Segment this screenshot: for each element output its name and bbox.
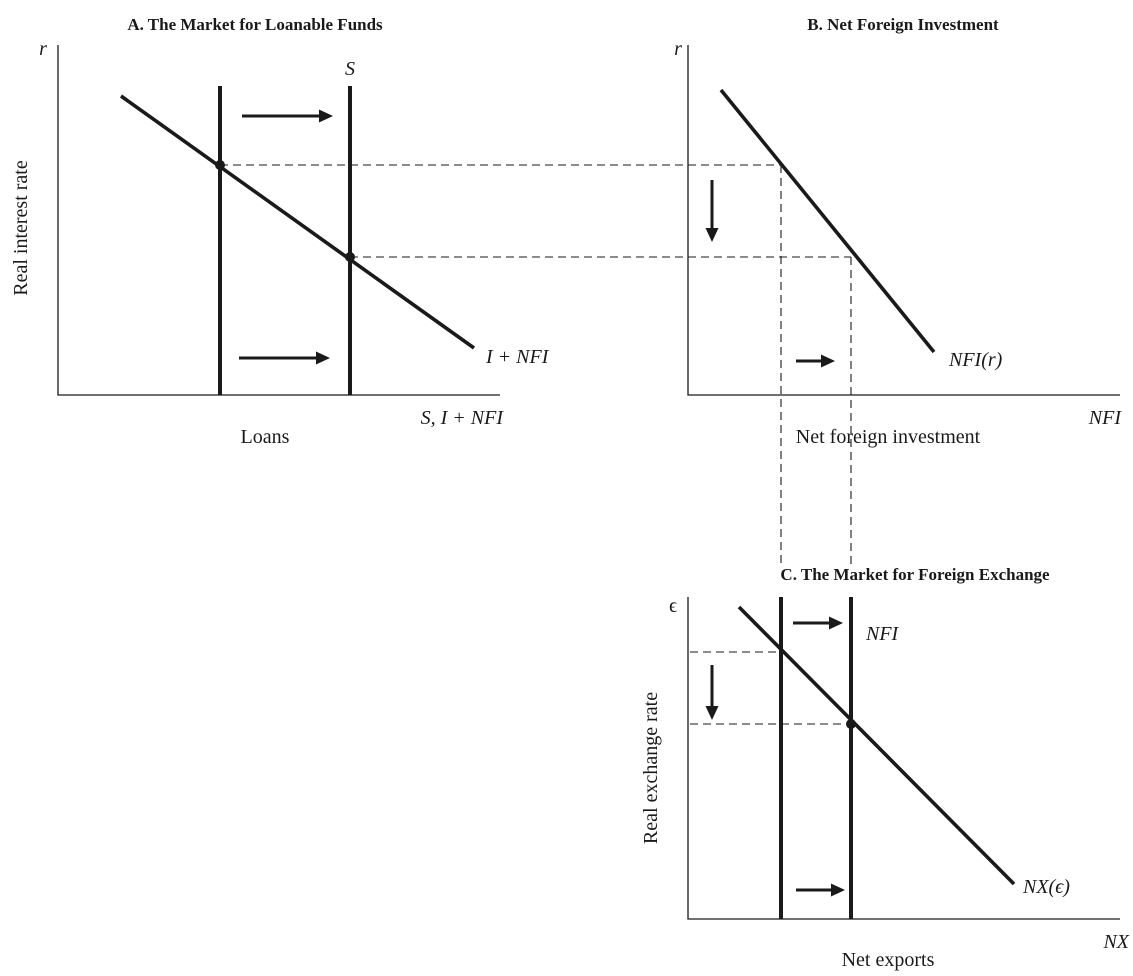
panel-a-y-label: Real interest rate (10, 160, 32, 296)
panel-a-supply-label: S (345, 58, 355, 80)
panel-c-x-symbol: NX (1102, 931, 1129, 953)
panel-a: A. The Market for Loanable Funds r Real … (10, 15, 550, 448)
panel-c-new-equilibrium (846, 719, 856, 729)
panel-a-axes (57, 45, 500, 396)
panel-c-y-label: Real exchange rate (640, 692, 662, 844)
panel-b-x-label: Net foreign investment (796, 426, 981, 448)
panel-b-right-arrow (796, 354, 835, 368)
panel-b-curve-label: NFI(r) (948, 349, 1003, 371)
panel-b-x-symbol: NFI (1088, 407, 1123, 429)
panel-b-nfi-curve (719, 88, 936, 354)
panel-c-x-label: Net exports (842, 949, 935, 971)
panel-c-demand-label: NX(ϵ) (1022, 876, 1070, 898)
panel-c-title: C. The Market for Foreign Exchange (780, 565, 1050, 584)
panel-a-demand-label: I + NFI (485, 346, 550, 368)
panel-b: B. Net Foreign Investment r NFI Net fore… (674, 15, 1122, 448)
panel-c-bottom-shift-arrow (796, 883, 845, 897)
panel-a-bottom-shift-arrow (239, 351, 330, 365)
panel-a-y-symbol: r (39, 38, 47, 60)
panel-b-y-symbol: r (674, 38, 682, 60)
panel-c-axes (687, 597, 1120, 920)
panel-c-y-symbol: ϵ (669, 595, 677, 617)
panel-c-top-shift-arrow (793, 616, 843, 630)
panel-a-demand-curve (119, 94, 476, 350)
panel-a-title: A. The Market for Loanable Funds (127, 15, 383, 34)
panel-b-title: B. Net Foreign Investment (807, 15, 999, 34)
panel-a-x-symbol: S, I + NFI (421, 407, 505, 429)
panel-c-down-arrow (705, 665, 719, 720)
panel-c-nx-curve (737, 605, 1016, 886)
panel-a-top-shift-arrow (242, 109, 333, 123)
panel-b-down-arrow (705, 180, 719, 242)
panel-a-x-label: Loans (241, 426, 290, 448)
panel-c-supply-label: NFI (865, 623, 900, 645)
panel-b-axes (687, 45, 1120, 396)
panel-c: C. The Market for Foreign Exchange ϵ Rea… (640, 565, 1130, 971)
